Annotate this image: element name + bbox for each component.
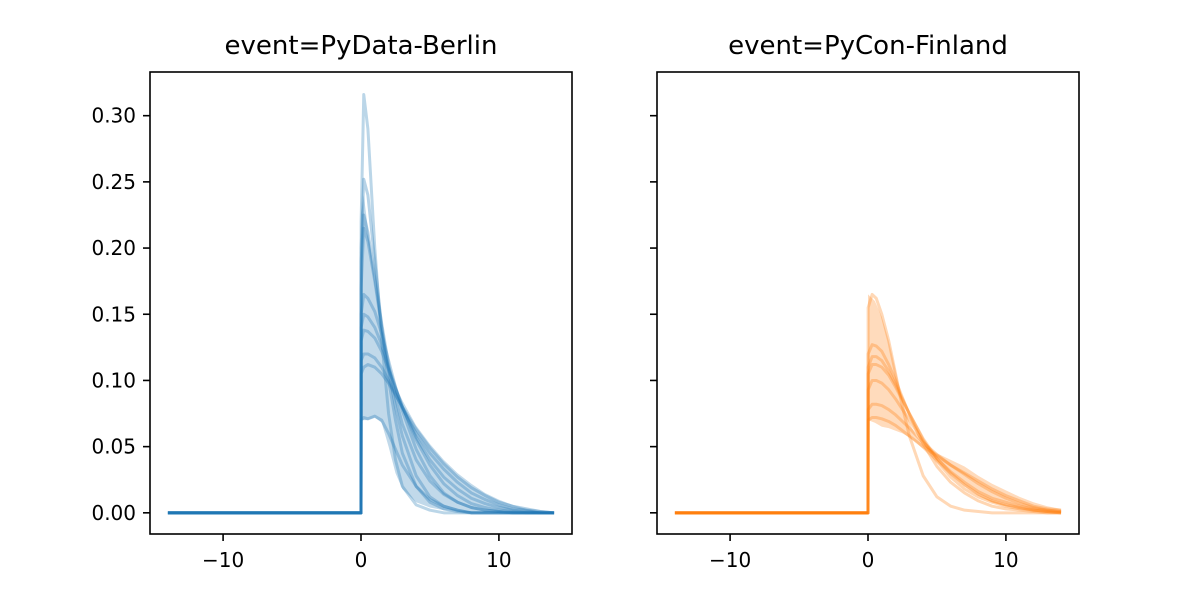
x-tick-label: 10 <box>993 548 1018 572</box>
series-line-3 <box>167 226 555 515</box>
series-line-10 <box>167 213 555 515</box>
subplot-pydata-berlin: event=PyData-Berlin −10 0 10 0.00 0.05 0.10 0.… <box>91 31 573 572</box>
y-tick-label: 0.00 <box>91 501 136 525</box>
y-tick-label: 0.20 <box>91 236 136 260</box>
x-tick-label: 0 <box>862 548 875 572</box>
y-tick-label: 0.10 <box>91 368 136 392</box>
series-line-4 <box>674 378 1062 515</box>
series-line-5 <box>674 402 1062 515</box>
subplot-title: event=PyCon-Finland <box>728 31 1008 61</box>
x-tick-label: 10 <box>486 548 511 572</box>
series-line-4 <box>167 292 555 515</box>
series-line-6 <box>167 328 555 515</box>
y-tick-label: 0.30 <box>91 104 136 128</box>
series-line-7 <box>674 355 1062 515</box>
x-tick-label: 0 <box>355 548 368 572</box>
series-line-7 <box>167 352 555 515</box>
series-line-6 <box>674 416 1062 515</box>
series-line-1 <box>167 93 555 515</box>
subplot-title: event=PyData-Berlin <box>225 31 498 61</box>
series-line-1 <box>674 292 1062 515</box>
series-line-5 <box>167 312 555 515</box>
series-line-2 <box>674 343 1062 515</box>
uncertainty-band <box>361 195 555 513</box>
y-tick-label: 0.05 <box>91 435 136 459</box>
series-line-3 <box>674 363 1062 515</box>
series-line-8 <box>167 363 555 515</box>
x-tick-label: −10 <box>202 548 244 572</box>
uncertainty-band <box>868 294 1062 513</box>
y-tick-label: 0.15 <box>91 302 136 326</box>
series-line-9 <box>167 414 555 515</box>
y-tick-label: 0.25 <box>91 170 136 194</box>
subplot-pycon-finland: event=PyCon-Finland −10 0 10 <box>650 31 1080 572</box>
series-line-2 <box>167 177 555 515</box>
x-tick-label: −10 <box>709 548 751 572</box>
